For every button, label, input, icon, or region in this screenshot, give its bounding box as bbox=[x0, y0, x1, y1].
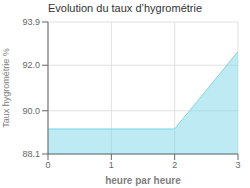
svg-text:90.0: 90.0 bbox=[22, 106, 40, 116]
html-text:Evolution du taux d’hygrométri: Evolution du taux d’hygrométrie bbox=[48, 2, 202, 14]
svg-text:1: 1 bbox=[109, 160, 114, 170]
svg-text:3: 3 bbox=[235, 160, 240, 170]
svg-text:92.0: 92.0 bbox=[22, 60, 40, 70]
svg-text:2: 2 bbox=[172, 160, 177, 170]
svg-text:Taux hygrométrie %: Taux hygrométrie % bbox=[8, 48, 11, 128]
svg-text:heure par heure: heure par heure bbox=[105, 175, 181, 186]
svg-text:88.1: 88.1 bbox=[22, 149, 40, 159]
svg-text:93.9: 93.9 bbox=[22, 17, 40, 27]
svg-text:0: 0 bbox=[45, 160, 50, 170]
